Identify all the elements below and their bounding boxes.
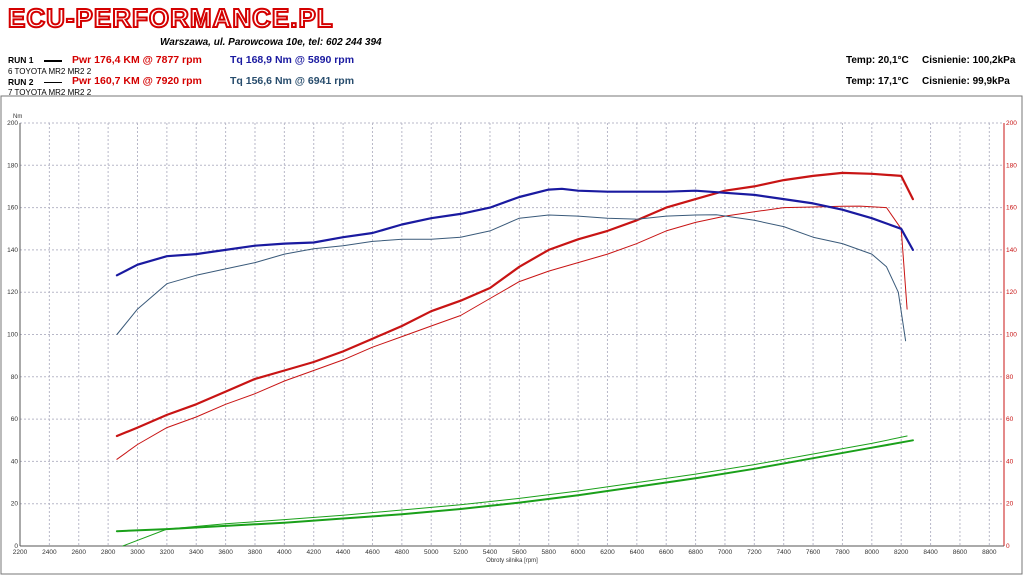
x-tick-label: 6200 — [600, 549, 615, 556]
x-tick-label: 2400 — [42, 549, 57, 556]
x-tick-label: 6000 — [571, 549, 586, 556]
x-tick-label: 4600 — [365, 549, 380, 556]
x-tick-label: 5200 — [453, 549, 468, 556]
x-tick-label: 4800 — [395, 549, 410, 556]
x-axis-label: Obroty silnika [rpm] — [486, 558, 538, 564]
y-tick-label-left: 180 — [7, 162, 18, 169]
run1-vehicle: 6 TOYOTA MR2 MR2 2 — [8, 67, 92, 76]
y-tick-label-right: 100 — [1006, 332, 1017, 339]
x-tick-label: 3400 — [189, 549, 204, 556]
x-tick-label: 4200 — [306, 549, 321, 556]
series-line-torque-run1 — [115, 187, 915, 277]
dyno-chart: 2200 2400 2600 2800 3000 3200 3400 3600 3800 4000… — [0, 95, 1023, 575]
x-tick-label: 5000 — [424, 549, 439, 556]
x-tick-label: 5400 — [483, 549, 498, 556]
series-line-power-run2 — [116, 205, 908, 460]
series-line-power-run1 — [115, 171, 915, 438]
y-tick-label-right: 0 — [1006, 543, 1010, 550]
y-tick-label-left: 200 — [7, 120, 18, 127]
chart-border — [0, 95, 1023, 575]
run1-pressure: Cisnienie: 100,2kPa — [922, 55, 1016, 66]
series-line-torque-run2 — [116, 214, 907, 342]
grid — [19, 122, 1005, 547]
series-line-loss-run2 — [122, 435, 908, 547]
run1-label: RUN 1 — [8, 55, 34, 65]
run1-power-readout: Pwr 176,4 KM @ 7877 rpm — [72, 54, 202, 66]
x-tick-label: 7800 — [835, 549, 850, 556]
y-tick-label-left: 80 — [11, 374, 19, 381]
x-tick-label: 3600 — [218, 549, 233, 556]
x-tick-label: 6800 — [688, 549, 703, 556]
x-tick-label: 7400 — [776, 549, 791, 556]
y-tick-label-right: 60 — [1006, 416, 1014, 423]
run2-line-sample — [44, 82, 62, 83]
x-tick-label: 2800 — [101, 549, 116, 556]
y-tick-label-right: 180 — [1006, 162, 1017, 169]
run1-temp: Temp: 20,1°C — [846, 55, 909, 66]
x-tick-label: 2200 — [13, 549, 28, 556]
run1-legend: RUN 1 — [8, 54, 34, 67]
y-tick-label-right: 20 — [1006, 501, 1014, 508]
x-tick-label: 8400 — [923, 549, 938, 556]
x-tick-label: 8200 — [894, 549, 909, 556]
x-tick-label: 5600 — [512, 549, 527, 556]
brand-logo: ECU-PERFORMANCE.PL — [7, 2, 334, 34]
run2-vehicle: 7 TOYOTA MR2 MR2 2 — [8, 88, 92, 97]
x-tick-label: 3800 — [248, 549, 263, 556]
y-tick-label-left: 0 — [14, 543, 18, 550]
y-tick-label-right: 120 — [1006, 289, 1017, 296]
run1-line-sample — [44, 60, 62, 62]
run2-pressure: Cisnienie: 99,9kPa — [922, 76, 1010, 87]
y-tick-label-right: 160 — [1006, 205, 1017, 212]
address-line: Warszawa, ul. Parowcowa 10e, tel: 602 24… — [160, 37, 382, 48]
left-axis-unit: Nm — [13, 114, 22, 120]
run2-temp: Temp: 17,1°C — [846, 76, 909, 87]
y-tick-label-left: 160 — [7, 205, 18, 212]
run2-legend: RUN 2 — [8, 76, 34, 89]
tick-labels: 2200 2400 2600 2800 3000 3200 3400 3600 3800 4000… — [7, 120, 1017, 556]
series-line-loss-run1 — [115, 439, 914, 533]
run2-power-readout: Pwr 160,7 KM @ 7920 rpm — [72, 75, 202, 87]
x-tick-label: 3200 — [160, 549, 175, 556]
run2-torque-readout: Tq 156,6 Nm @ 6941 rpm — [230, 75, 355, 87]
y-tick-label-left: 60 — [11, 416, 19, 423]
run1-torque-readout: Tq 168,9 Nm @ 5890 rpm — [230, 54, 355, 66]
y-tick-label-right: 200 — [1006, 120, 1017, 127]
x-tick-label: 8000 — [865, 549, 880, 556]
y-tick-label-right: 80 — [1006, 374, 1014, 381]
x-tick-label: 4400 — [336, 549, 351, 556]
y-tick-label-left: 20 — [11, 501, 19, 508]
x-tick-label: 8600 — [953, 549, 968, 556]
x-tick-label: 8800 — [982, 549, 997, 556]
y-tick-label-right: 40 — [1006, 458, 1014, 465]
x-tick-label: 4000 — [277, 549, 292, 556]
x-tick-label: 2600 — [72, 549, 87, 556]
x-tick-label: 7200 — [747, 549, 762, 556]
x-tick-label: 6400 — [630, 549, 645, 556]
y-tick-label-left: 120 — [7, 289, 18, 296]
y-tick-label-left: 100 — [7, 332, 18, 339]
run2-label: RUN 2 — [8, 77, 34, 87]
x-tick-label: 7000 — [718, 549, 733, 556]
y-tick-label-left: 40 — [11, 458, 19, 465]
series-layer — [115, 171, 915, 547]
x-tick-label: 6600 — [659, 549, 674, 556]
y-tick-label-right: 140 — [1006, 247, 1017, 254]
y-tick-label-left: 140 — [7, 247, 18, 254]
x-tick-label: 7600 — [806, 549, 821, 556]
x-tick-label: 5800 — [541, 549, 556, 556]
x-tick-label: 3000 — [130, 549, 145, 556]
